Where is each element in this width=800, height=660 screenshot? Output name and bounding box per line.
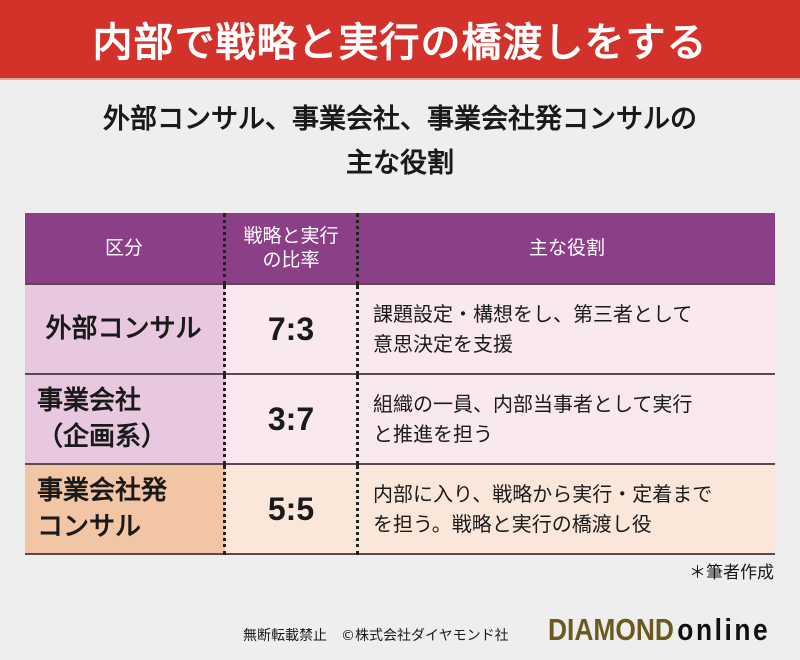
category-line-1: 事業会社発 [37,476,168,506]
role-line-2: と推進を担う [373,422,493,446]
subtitle-line-1: 外部コンサル、事業会社、事業会社発コンサルの [103,104,697,135]
header-role: 主な役割 [357,213,775,284]
ratio-cell: 5:5 [223,463,359,555]
logo-diamond: DIAMOND [548,612,674,647]
category-line-2: コンサル [37,512,142,542]
role-cell: 組織の一員、内部当事者として実行 と推進を担う [357,373,775,464]
role-cell: 内部に入り、戦略から実行・定着まで を担う。戦略と実行の橋渡し役 [357,463,775,555]
copyright-text: 無断転載禁止 ©株式会社ダイヤモンド社 [243,628,509,644]
role-line-2: を担う。戦略と実行の橋渡し役 [373,512,652,536]
header-ratio-line-1: 戦略と実行 [243,225,339,247]
subtitle: 外部コンサル、事業会社、事業会社発コンサルの 主な役割 [0,98,800,186]
role-line-2: 意思決定を支援 [373,332,513,356]
table-row: 事業会社発 コンサル 5:5 内部に入り、戦略から実行・定着まで を担う。戦略と… [25,463,775,555]
header-ratio: 戦略と実行 の比率 [223,213,359,284]
subtitle-line-2: 主な役割 [346,148,454,179]
category-line-1: 事業会社 [37,386,142,416]
role-line-1: 内部に入り、戦略から実行・定着まで [373,482,713,506]
category-cell: 外部コンサル [25,283,225,374]
table-header-row: 区分 戦略と実行 の比率 主な役割 [25,213,775,284]
role-line-1: 課題設定・構想をし、第三者として [373,302,693,326]
roles-table: 区分 戦略と実行 の比率 主な役割 外部コンサル 7:3 課題設定・構想をし、第… [25,213,775,555]
category-cell: 事業会社 （企画系） [25,373,225,464]
source-note: ＊筆者作成 [689,563,774,583]
category-cell: 事業会社発 コンサル [25,463,225,555]
category-line-2: （企画系） [37,422,168,452]
ratio-cell: 7:3 [223,283,359,374]
table-row: 外部コンサル 7:3 課題設定・構想をし、第三者として 意思決定を支援 [25,283,775,374]
header-category: 区分 [25,213,225,284]
diamond-online-logo: DIAMOND online [548,612,770,648]
page-title: 内部で戦略と実行の橋渡しをする [92,20,708,66]
header-ratio-line-2: の比率 [262,249,320,271]
role-line-1: 組織の一員、内部当事者として実行 [373,392,693,416]
title-banner: 内部で戦略と実行の橋渡しをする [0,0,800,80]
ratio-cell: 3:7 [223,373,359,464]
logo-online: online [677,612,771,647]
category-text: 外部コンサル [45,314,202,344]
table-row: 事業会社 （企画系） 3:7 組織の一員、内部当事者として実行 と推進を担う [25,373,775,464]
role-cell: 課題設定・構想をし、第三者として 意思決定を支援 [357,283,775,374]
